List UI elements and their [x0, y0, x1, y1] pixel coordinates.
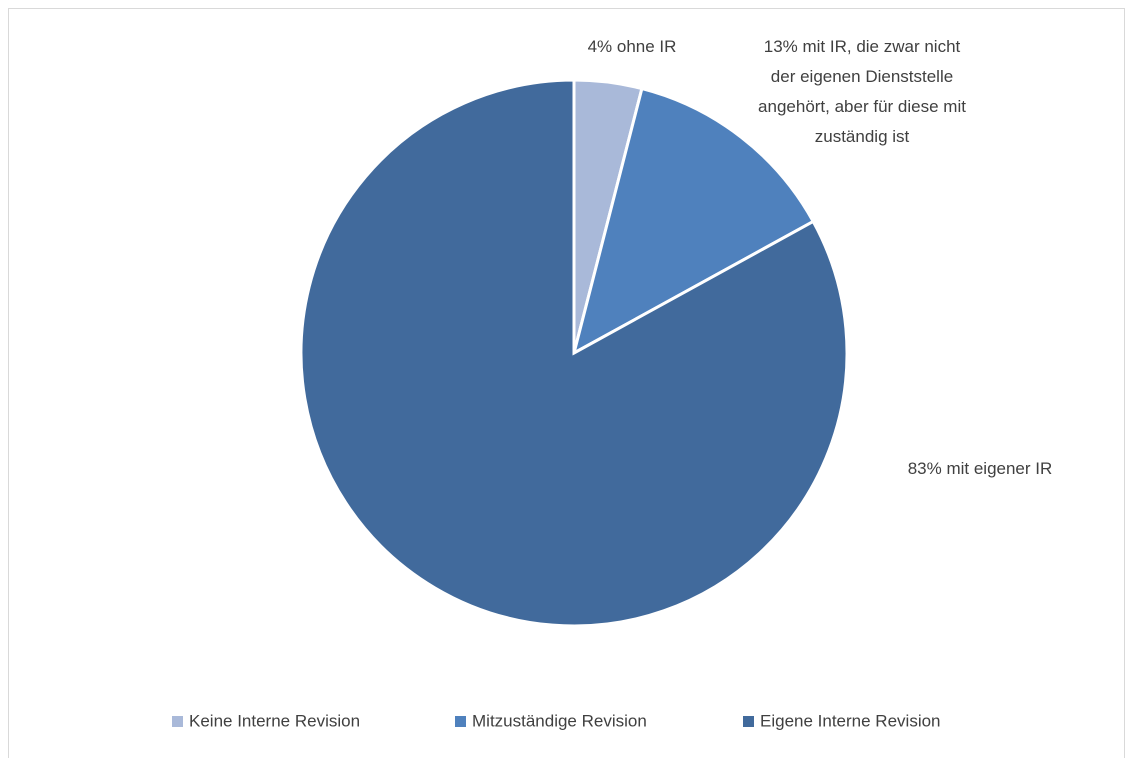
data-label-box: 13% mit IR, die zwar nicht der eigenen D… [758, 37, 966, 146]
data-label: 13% mit IR, die zwar nicht der eigenen D… [758, 37, 966, 146]
chart-frame [8, 8, 1125, 758]
legend-swatch [172, 716, 183, 727]
legend-swatch [743, 716, 754, 727]
legend-label: Keine Interne Revision [189, 711, 360, 730]
pie-slice [299, 78, 849, 628]
legend-label: Mitzuständige Revision [472, 711, 647, 730]
data-label-box: 4% ohne IR [587, 37, 677, 56]
data-label: 4% ohne IR [587, 37, 677, 56]
legend-label: Eigene Interne Revision [760, 711, 941, 730]
legend-swatch [455, 716, 466, 727]
data-label-box: 83% mit eigener IR [907, 459, 1053, 478]
pie-slice [571, 86, 816, 356]
data-label: 83% mit eigener IR [907, 459, 1053, 478]
